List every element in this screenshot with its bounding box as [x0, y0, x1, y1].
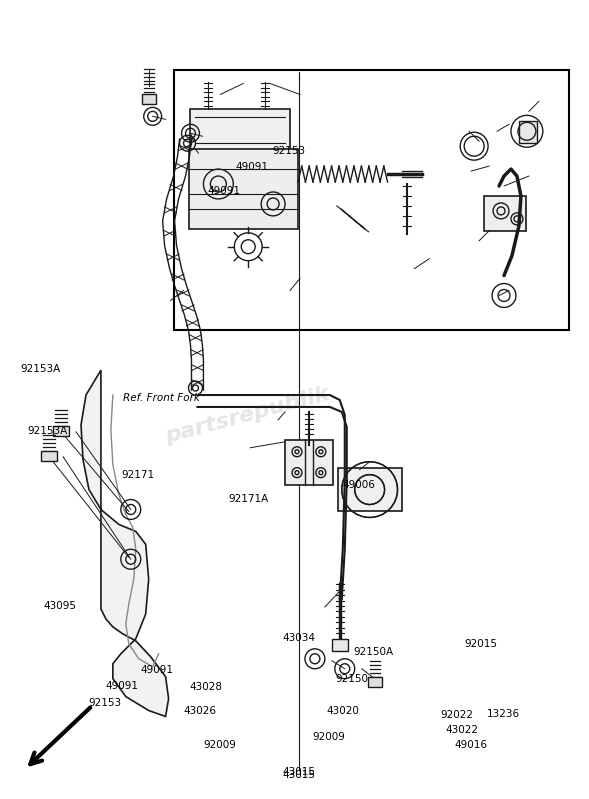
Text: 43095: 43095	[44, 602, 77, 611]
Text: 92153A: 92153A	[20, 364, 61, 374]
Text: partsrepublik: partsrepublik	[163, 384, 332, 447]
Bar	[332, 639, 348, 651]
Text: 43022: 43022	[446, 725, 479, 734]
Bar	[519, 121, 537, 143]
Text: 49091: 49091	[141, 665, 174, 675]
Text: 92009: 92009	[312, 732, 345, 741]
Text: 92153A: 92153A	[28, 427, 68, 436]
Text: 49006: 49006	[343, 480, 375, 491]
Bar	[190, 109, 290, 151]
Text: 43020: 43020	[327, 706, 360, 716]
Text: 13236: 13236	[487, 709, 520, 718]
Text: 92009: 92009	[204, 741, 237, 750]
Text: 43028: 43028	[189, 682, 222, 693]
Text: 49016: 49016	[454, 740, 487, 749]
Polygon shape	[81, 370, 168, 717]
Text: 43015: 43015	[283, 767, 316, 777]
Text: 92015: 92015	[465, 639, 498, 650]
Text: 92153: 92153	[88, 698, 121, 708]
Bar	[53, 426, 69, 435]
Text: 92150: 92150	[336, 674, 369, 685]
Text: 92171A: 92171A	[229, 494, 269, 504]
Bar	[338, 467, 402, 511]
Text: 49091: 49091	[208, 186, 241, 196]
Text: 92171: 92171	[121, 470, 155, 480]
Text: 49091: 49091	[236, 162, 269, 173]
Text: Ref. Front Fork: Ref. Front Fork	[123, 393, 200, 403]
Bar	[188, 149, 298, 229]
Text: 92022: 92022	[440, 710, 473, 720]
Bar	[484, 196, 526, 231]
Text: 92153: 92153	[272, 146, 305, 157]
Text: 43015: 43015	[283, 770, 316, 780]
Bar	[285, 439, 333, 485]
Bar	[174, 70, 569, 330]
Text: 43026: 43026	[183, 706, 216, 716]
Bar	[368, 677, 382, 686]
Text: 43034: 43034	[283, 633, 316, 643]
Bar	[41, 451, 57, 461]
Text: 49091: 49091	[106, 681, 139, 691]
Bar	[142, 94, 155, 105]
Text: 92150A: 92150A	[353, 647, 393, 658]
